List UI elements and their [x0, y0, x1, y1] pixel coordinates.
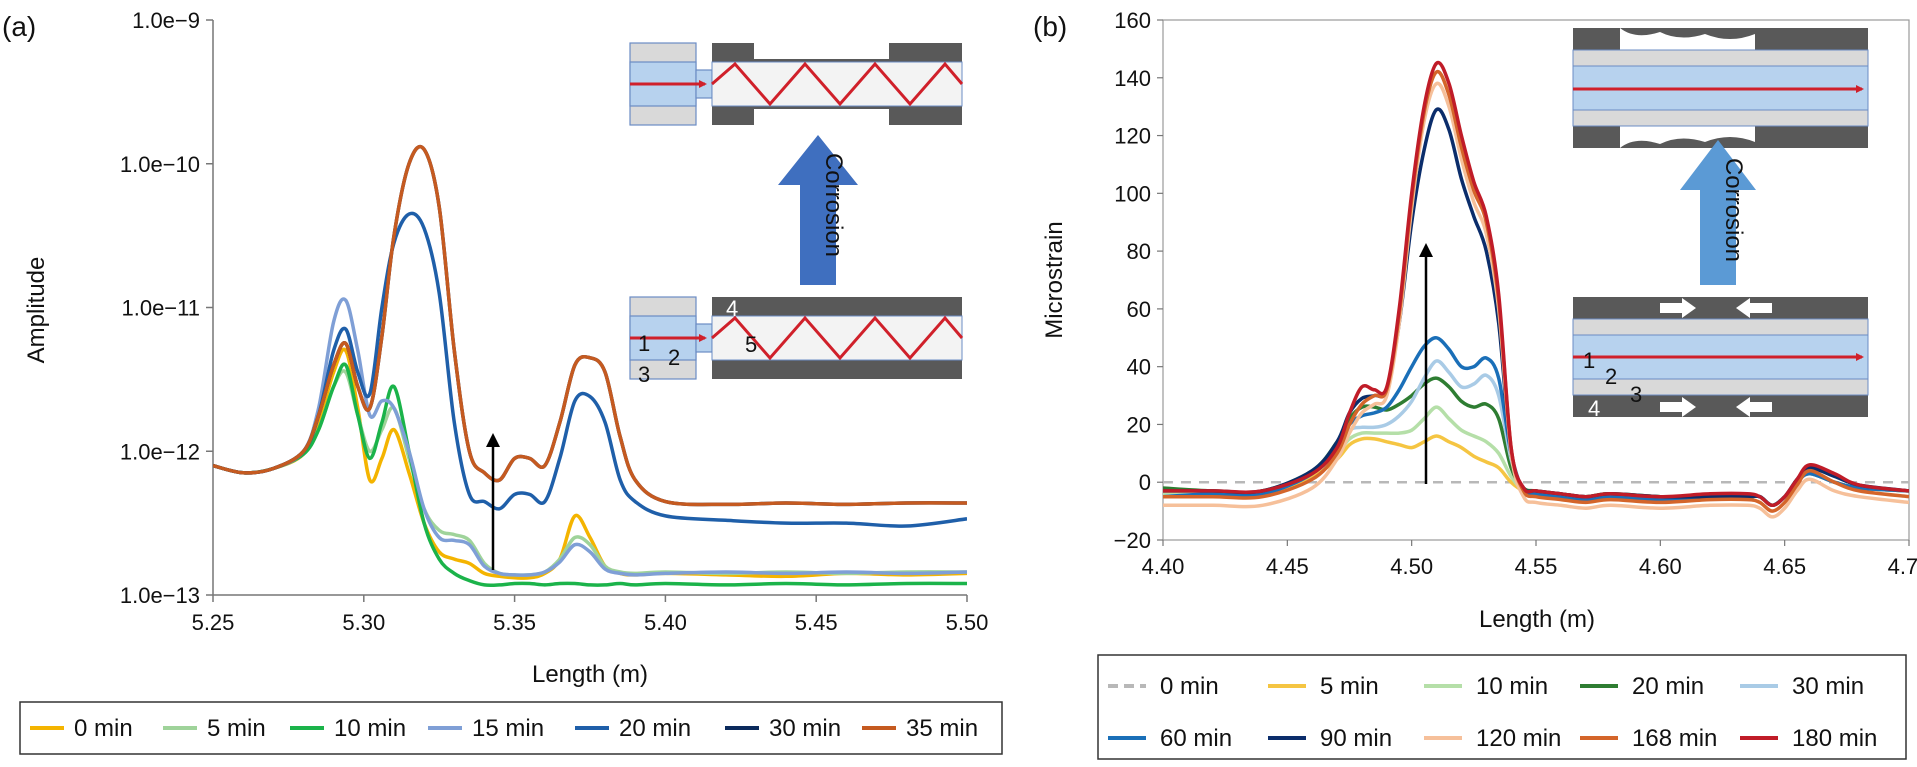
panel-b-y-tick-label: −20 [1114, 528, 1151, 553]
panel-b-label: (b) [1033, 11, 1067, 42]
panel-a-ticks: 5.25 5.30 5.35 5.40 5.45 5.50 1.0e−13 1.0e−12 1.… [120, 8, 989, 635]
panel-b-inset-label-1: 1 [1583, 348, 1595, 373]
panel-a-series-line-15-min [213, 297, 967, 577]
panel-b-legend-label: 30 min [1792, 673, 1864, 700]
panel-b-legend-label: 90 min [1320, 725, 1392, 752]
panel-b-legend-label: 0 min [1160, 673, 1219, 700]
panel-b-corrosion-arrow: Corrosion [1680, 140, 1756, 285]
panel-b-x-tick-label: 4.55 [1515, 554, 1558, 579]
panel-a-x-tick-label: 5.45 [795, 610, 838, 635]
panel-b-corrosion-label: Corrosion [1720, 158, 1747, 262]
panel-a-inset-label-1: 1 [638, 331, 650, 356]
panel-a-inset: Corrosion 1 2 3 4 5 [629, 34, 964, 387]
panel-b-x-tick-label: 4.70 [1888, 554, 1917, 579]
panel-b-legend-label: 168 min [1632, 725, 1717, 752]
panel-a-x-tick-label: 5.40 [644, 610, 687, 635]
panel-b-inset-label-4: 4 [1588, 396, 1600, 421]
panel-b-inset-label-3: 3 [1630, 382, 1642, 407]
panel-a-legend-label: 20 min [619, 715, 691, 742]
panel-b-legend-label: 20 min [1632, 673, 1704, 700]
panel-a-inset-intact-fiber: 1 2 3 4 5 [629, 296, 964, 387]
panel-b-inset-strained-fiber: 1 2 3 4 [1572, 297, 1869, 421]
panel-a-y-tick-label: 1.0e−10 [120, 152, 200, 177]
panel-a-legend-label: 0 min [74, 715, 133, 742]
panel-a-y-label: Amplitude [23, 257, 50, 364]
panel-a: (a) 5.25 5.30 5.35 5.40 5.45 5.50 1.0e−13 1.0e−… [2, 8, 1003, 755]
panel-a-label: (a) [2, 11, 36, 42]
panel-b-y-tick-label: 40 [1127, 355, 1151, 380]
panel-b-y-tick-label: 100 [1114, 181, 1151, 206]
panel-a-inset-label-2: 2 [668, 345, 680, 370]
panel-b-y-tick-label: 140 [1114, 66, 1151, 91]
panel-a-series-line-10-min [213, 362, 967, 588]
panel-b-legend-box [1097, 654, 1907, 760]
panel-b-x-tick-label: 4.50 [1390, 554, 1433, 579]
panel-a-inset-corroded-fiber [629, 34, 964, 134]
panel-a-y-tick-label: 1.0e−12 [120, 439, 200, 464]
panel-a-x-tick-label: 5.50 [946, 610, 989, 635]
panel-b-legend-label: 60 min [1160, 725, 1232, 752]
panel-b-x-label: Length (m) [1479, 606, 1595, 633]
panel-b-series [1163, 60, 1909, 519]
panel-b-legend-label: 180 min [1792, 725, 1877, 752]
panel-a-x-tick-label: 5.35 [493, 610, 536, 635]
panel-b-inset: Corrosion 1 2 3 4 [1572, 28, 1869, 421]
panel-b-series-line-180-min [1163, 60, 1909, 508]
panel-b-legend-label: 120 min [1476, 725, 1561, 752]
panel-b-ticks: 4.40 4.45 4.50 4.55 4.60 4.65 4.70 −20 0 20 40 60 80… [1114, 8, 1917, 579]
panel-a-x-tick-label: 5.30 [342, 610, 385, 635]
panel-a-series-line-20-min [213, 211, 967, 528]
panel-a-series-line-35-min [213, 144, 967, 507]
panel-b-y-label: Microstrain [1041, 221, 1068, 338]
panel-b-inset-label-2: 2 [1605, 364, 1617, 389]
panel-a-corrosion-label: Corrosion [820, 153, 847, 257]
panel-b-y-tick-label: 60 [1127, 297, 1151, 322]
panel-a-legend-label: 10 min [334, 715, 406, 742]
panel-a-corrosion-arrow: Corrosion [778, 135, 858, 285]
panel-b-y-tick-label: 0 [1139, 470, 1151, 495]
panel-a-x-tick-label: 5.25 [192, 610, 235, 635]
panel-a-legend: 0 min 5 min 10 min 15 min 20 min 30 min 35 min [30, 715, 978, 742]
panel-a-inset-label-3: 3 [638, 362, 650, 387]
panel-b-legend-label: 5 min [1320, 673, 1379, 700]
panel-a-legend-label: 35 min [906, 715, 978, 742]
panel-b-legend: 0 min 5 min 10 min 20 min 30 min 60 min 90 min… [1108, 673, 1877, 752]
panel-b-y-tick-label: 160 [1114, 8, 1151, 33]
panel-a-legend-label: 30 min [769, 715, 841, 742]
panel-b-x-tick-label: 4.40 [1142, 554, 1185, 579]
panel-a-y-tick-label: 1.0e−13 [120, 583, 200, 608]
panel-a-inset-label-5: 5 [745, 332, 757, 357]
panel-b-y-tick-label: 80 [1127, 239, 1151, 264]
panel-a-x-label: Length (m) [532, 661, 648, 688]
panel-b-x-tick-label: 4.45 [1266, 554, 1309, 579]
panel-a-legend-label: 5 min [207, 715, 266, 742]
panel-b-inset-corroded-fiber [1572, 28, 1869, 148]
panel-a-inset-label-4: 4 [726, 296, 738, 321]
panel-b-y-tick-label: 120 [1114, 124, 1151, 149]
panel-b-x-tick-label: 4.65 [1763, 554, 1806, 579]
panel-b-legend-label: 10 min [1476, 673, 1548, 700]
panel-b: (b) 4.404.454.504.554.604.654.70−2002040… [1033, 8, 1917, 760]
panel-a-series [213, 144, 967, 588]
panel-b-y-tick-label: 20 [1127, 412, 1151, 437]
panel-a-y-tick-label: 1.0e−11 [121, 296, 200, 321]
panel-b-x-tick-label: 4.60 [1639, 554, 1682, 579]
panel-a-legend-label: 15 min [472, 715, 544, 742]
panel-a-y-tick-label: 1.0e−9 [132, 8, 200, 33]
